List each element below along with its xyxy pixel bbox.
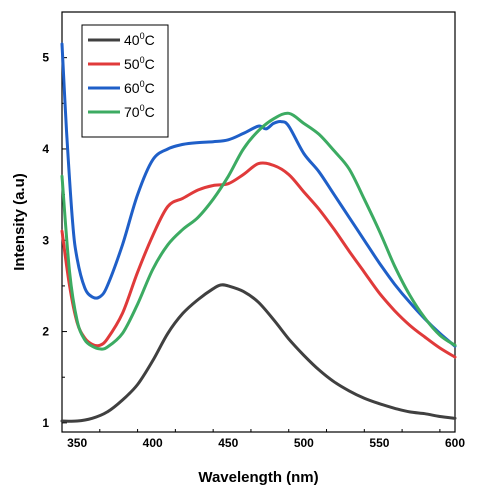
legend-unit: C (145, 56, 155, 72)
legend-temp-value: 60 (124, 80, 140, 96)
legend-temp-value: 40 (124, 32, 140, 48)
legend-unit: C (145, 32, 155, 48)
y-tick-label: 1 (42, 416, 49, 430)
y-tick-label: 5 (42, 51, 49, 65)
legend-unit: C (145, 80, 155, 96)
legend-box (81, 24, 169, 138)
legend-temp-value: 50 (124, 56, 140, 72)
series-line-50 (60, 161, 457, 359)
legend-unit: C (145, 104, 155, 120)
series-line-40 (60, 283, 457, 423)
x-tick-label: 600 (445, 436, 465, 450)
legend-degree-sup: 0 (140, 31, 145, 41)
legend-label-60: 600C (124, 79, 155, 96)
series-line-60 (60, 42, 457, 348)
legend-label-50: 500C (124, 55, 155, 72)
y-axis-title: Intensity (a.u) (11, 173, 28, 271)
legend-temp-value: 70 (124, 104, 140, 120)
x-tick-label: 400 (143, 436, 163, 450)
x-tick-label: 450 (218, 436, 238, 450)
series-line-70 (60, 111, 457, 351)
legend-degree-sup: 0 (140, 103, 145, 113)
x-tick-label: 550 (369, 436, 389, 450)
series-layer (60, 42, 457, 423)
y-tick-label: 4 (42, 142, 49, 156)
legend-label-40: 400C (124, 31, 155, 48)
legend-label-70: 700C (124, 103, 155, 120)
legend-degree-sup: 0 (140, 55, 145, 65)
plot-frame (61, 11, 456, 433)
x-axis-title: Wavelength (nm) (198, 469, 318, 486)
y-tick-label: 3 (42, 233, 49, 247)
x-tick-label: 350 (67, 436, 87, 450)
x-axis: 350 400 450 500 550 600 (61, 429, 465, 450)
legend-degree-sup: 0 (140, 79, 145, 89)
x-tick-label: 500 (294, 436, 314, 450)
y-tick-label: 2 (42, 325, 49, 339)
